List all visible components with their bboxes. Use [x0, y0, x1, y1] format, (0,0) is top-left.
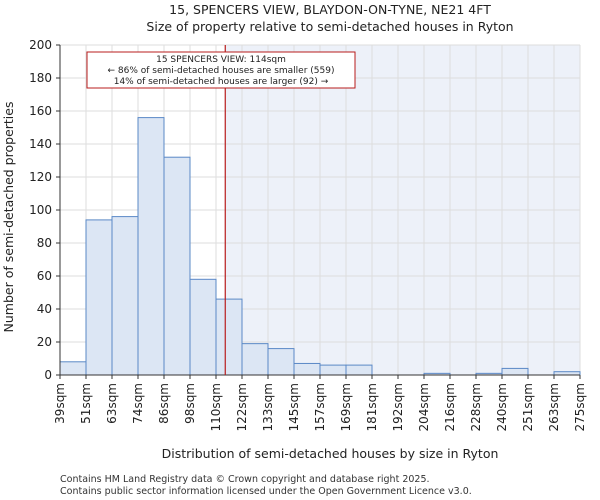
- bar: [319, 364, 347, 376]
- x-tick-label: 263sqm: [547, 383, 561, 431]
- y-tick-label: 20: [37, 335, 52, 349]
- y-axis-label: Number of semi-detached properties: [1, 102, 16, 333]
- y-tick-label: 60: [37, 269, 52, 283]
- bar: [241, 343, 269, 376]
- annotation-smaller: ← 86% of semi-detached houses are smalle…: [108, 66, 335, 76]
- y-tick-label: 140: [29, 137, 52, 151]
- annotation-larger: 14% of semi-detached houses are larger (…: [114, 77, 329, 87]
- x-tick-label: 110sqm: [209, 383, 223, 431]
- x-tick-label: 86sqm: [157, 383, 171, 424]
- bar: [501, 367, 529, 376]
- annotation-title: 15 SPENCERS VIEW: 114sqm: [156, 55, 286, 65]
- x-tick-label: 63sqm: [105, 383, 119, 424]
- x-tick-label: 51sqm: [79, 383, 93, 424]
- plot-area: 0 20 40 60 80 100 120 140 160 180 200 39sqm 51sqm 63s…: [29, 38, 587, 431]
- chart-subtitle: Size of property relative to semi-detach…: [146, 19, 513, 34]
- bar: [137, 117, 165, 376]
- x-tick-label: 204sqm: [417, 383, 431, 431]
- x-tick-label: 133sqm: [261, 383, 275, 431]
- bar: [85, 219, 113, 376]
- x-tick-label: 157sqm: [313, 383, 327, 431]
- y-tick-label: 40: [37, 302, 52, 316]
- x-tick-label: 240sqm: [495, 383, 509, 431]
- y-tick-label: 160: [29, 104, 52, 118]
- y-tick-label: 0: [44, 368, 52, 382]
- annotation-box: [86, 51, 356, 89]
- x-tick-label: 192sqm: [391, 383, 405, 431]
- bar: [267, 348, 295, 376]
- x-tick-label: 228sqm: [469, 383, 483, 431]
- x-tick-label: 169sqm: [339, 383, 353, 431]
- bar: [111, 216, 139, 376]
- y-tick-label: 80: [37, 236, 52, 250]
- x-tick-label: 39sqm: [53, 383, 67, 424]
- bar: [345, 364, 373, 376]
- bar: [59, 361, 87, 376]
- bar: [163, 156, 191, 376]
- bar: [189, 278, 217, 376]
- x-tick-label: 145sqm: [287, 383, 301, 431]
- x-tick-label: 98sqm: [183, 383, 197, 424]
- y-tick-label: 180: [29, 71, 52, 85]
- footer-licence: Contains public sector information licen…: [60, 486, 472, 497]
- bar: [215, 298, 243, 376]
- x-tick-label: 251sqm: [521, 383, 535, 431]
- x-tick-label: 275sqm: [573, 383, 587, 431]
- y-tick-label: 200: [29, 38, 52, 52]
- x-tick-label: 181sqm: [365, 383, 379, 431]
- x-tick-label: 74sqm: [131, 383, 145, 424]
- x-tick-label: 216sqm: [443, 383, 457, 431]
- y-tick-label: 100: [29, 203, 52, 217]
- chart-title: 15, SPENCERS VIEW, BLAYDON-ON-TYNE, NE21…: [169, 2, 491, 17]
- x-tick-label: 122sqm: [235, 383, 249, 431]
- footer-copyright: Contains HM Land Registry data © Crown c…: [60, 474, 430, 485]
- x-axis-label: Distribution of semi-detached houses by …: [162, 446, 499, 461]
- y-tick-label: 120: [29, 170, 52, 184]
- bar: [293, 362, 321, 376]
